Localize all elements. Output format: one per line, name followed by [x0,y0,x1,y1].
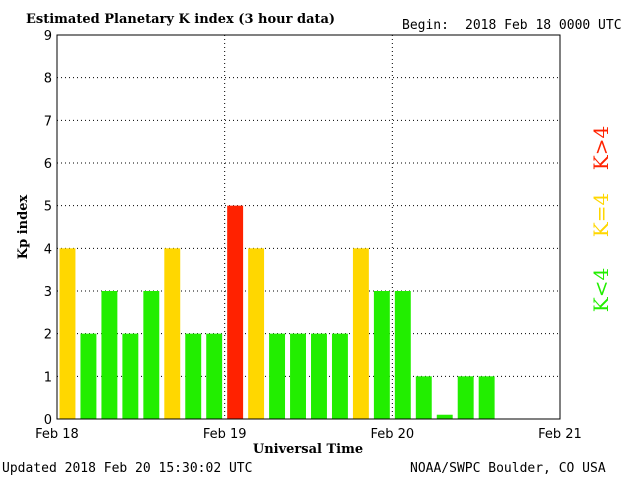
x-tick-label: Feb 19 [203,427,247,442]
y-tick-label: 1 [44,370,52,385]
kp-bar [436,414,453,419]
bars-group [59,205,495,419]
kp-bar [352,248,369,419]
kp-bar [80,333,97,419]
kp-bar [478,376,495,419]
updated-text: Updated 2018 Feb 20 15:30:02 UTC [2,461,252,476]
grid-lines [57,35,560,419]
legend-high: K>4 [589,126,613,170]
y-tick-label: 6 [44,157,52,172]
kp-bar [248,248,265,419]
kp-bar [185,333,202,419]
x-tick-label: Feb 21 [538,427,582,442]
kp-bar [394,291,411,419]
kp-bar [143,291,160,419]
kp-bar [290,333,306,419]
kp-bar [311,333,327,419]
kp-bar [457,376,474,419]
y-tick-label: 9 [44,29,52,44]
kp-bar [269,333,286,419]
kp-bar [415,376,432,419]
kp-bar [59,248,76,419]
x-axis-label: Universal Time [253,442,363,457]
y-tick-label: 7 [44,114,52,129]
chart-title: Estimated Planetary K index (3 hour data… [26,12,335,27]
x-tick-labels: Feb 18 Feb 19 Feb 20 Feb 21 [35,427,582,442]
kp-bar [227,205,244,419]
y-tick-label: 0 [44,413,52,428]
y-tick-label: 4 [44,242,52,257]
plot-frame [56,34,561,420]
kp-bar [373,291,390,419]
y-tick-label: 5 [44,200,52,215]
begin-label: Begin: [402,18,449,33]
source-text: NOAA/SWPC Boulder, CO USA [410,461,606,476]
x-tick-label: Feb 18 [35,427,79,442]
kp-bar [164,248,181,419]
kp-bar [206,333,223,419]
y-tick-label: 2 [44,328,52,343]
y-axis-label: Kp index [16,195,31,260]
x-tick-label: Feb 20 [370,427,414,442]
y-tick-label: 8 [44,72,52,87]
legend-mid: K=4 [589,193,613,237]
kp-bar [122,333,139,419]
y-tick-label: 3 [44,285,52,300]
kp-bar [101,291,118,419]
begin-value: 2018 Feb 18 0000 UTC [465,18,622,33]
y-tick-labels: 0 1 2 3 4 5 6 7 8 9 [44,29,52,428]
legend-low: K<4 [589,268,613,312]
kp-bar [331,333,348,419]
